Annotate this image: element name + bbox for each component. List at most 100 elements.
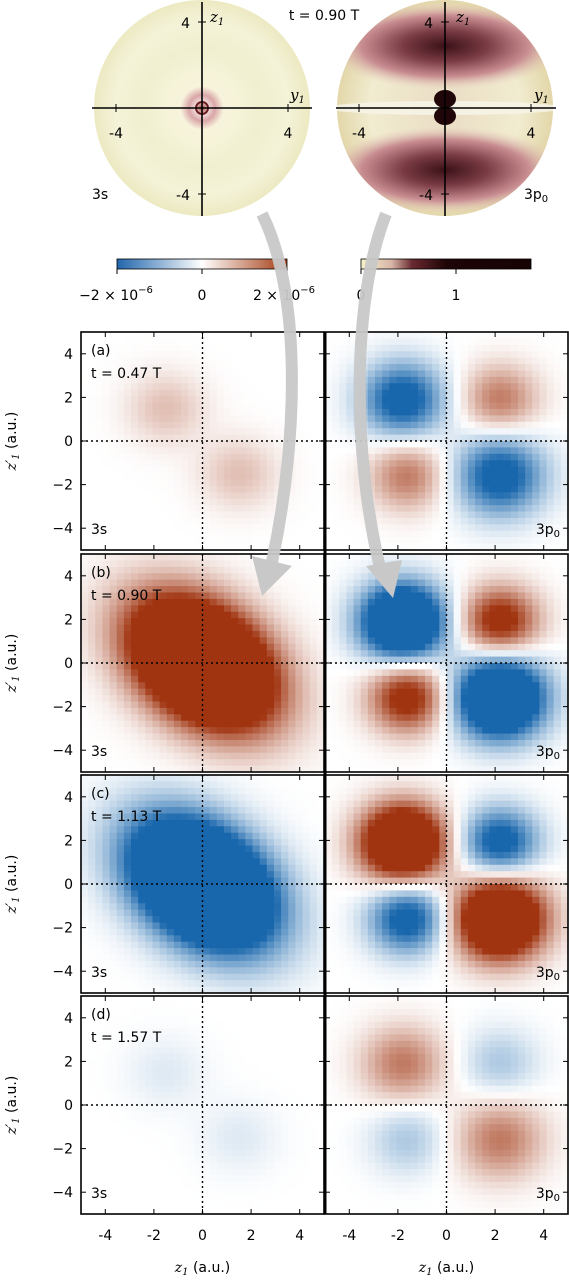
heat-cell [504, 740, 512, 747]
heat-cell [95, 486, 103, 493]
heat-cell [303, 663, 311, 670]
heat-cell [396, 682, 404, 689]
heat-cell [131, 531, 139, 538]
heat-cell [295, 531, 303, 538]
heat-cell [332, 599, 340, 606]
heat-cell [482, 663, 490, 670]
heat-cell [210, 486, 218, 493]
heat-cell [260, 714, 268, 721]
heat-cell [160, 714, 168, 721]
heat-cell [461, 637, 469, 644]
heat-cell [274, 701, 282, 708]
heat-cell [231, 663, 239, 670]
heat-cell [224, 441, 232, 448]
heat-cell [88, 663, 96, 670]
heat-cell [346, 524, 354, 531]
heat-cell [188, 663, 196, 670]
heat-cell [131, 351, 139, 358]
heat-cell [539, 383, 547, 390]
heat-cell [253, 473, 261, 480]
heat-cell [518, 473, 526, 480]
heat-cell [260, 422, 268, 429]
heat-cell [210, 358, 218, 365]
heat-cell [102, 631, 110, 638]
heat-cell [110, 788, 118, 795]
heat-cell [368, 746, 376, 753]
heat-cell [404, 618, 412, 625]
heat-cell [231, 415, 239, 422]
heat-cell [482, 518, 490, 525]
heat-cell [346, 409, 354, 416]
heat-cell [339, 351, 347, 358]
heat-cell [303, 740, 311, 747]
heat-cell [539, 759, 547, 766]
heat-cell [117, 781, 125, 788]
heat-cell [425, 567, 433, 574]
heat-cell [238, 689, 246, 696]
heat-cell [210, 727, 218, 734]
heat-cell [382, 441, 390, 448]
heat-cell [454, 580, 462, 587]
heat-cell [346, 618, 354, 625]
heat-cell [361, 580, 369, 587]
y-tick-label: 0 [64, 434, 73, 450]
heat-cell [145, 537, 153, 544]
heat-cell [181, 537, 189, 544]
heat-cell [389, 721, 397, 728]
heat-cell [217, 554, 225, 561]
heat-cell [368, 586, 376, 593]
heat-cell [181, 734, 189, 741]
heat-cell [468, 338, 476, 345]
heat-cell [295, 560, 303, 567]
heat-cell [310, 467, 318, 474]
heat-cell [547, 403, 555, 410]
heat-cell [461, 338, 469, 345]
heat-cell [167, 409, 175, 416]
heat-cell [174, 734, 182, 741]
heat-cell [88, 403, 96, 410]
heat-cell [253, 358, 261, 365]
heat-cell [332, 505, 340, 512]
heat-cell [425, 351, 433, 358]
heat-cell [117, 505, 125, 512]
heat-cell [138, 567, 146, 574]
heat-cell [303, 734, 311, 741]
heat-cell [482, 473, 490, 480]
heat-cell [267, 512, 275, 519]
heat-cell [382, 454, 390, 461]
heat-cell [461, 554, 469, 561]
heat-cell [253, 631, 261, 638]
heat-cell [152, 631, 160, 638]
heat-cell [124, 390, 132, 397]
heat-cell [145, 531, 153, 538]
heat-cell [404, 441, 412, 448]
heat-cell [332, 586, 340, 593]
heat-cell [231, 573, 239, 580]
heat-cell [102, 447, 110, 454]
heat-cell [117, 833, 125, 840]
heat-cell [310, 492, 318, 499]
heat-cell [411, 605, 419, 612]
heat-cell [88, 916, 96, 923]
heat-cell [145, 345, 153, 352]
heat-cell [117, 409, 125, 416]
heat-cell [117, 663, 125, 670]
heat-cell [167, 631, 175, 638]
heat-cell [375, 345, 383, 352]
heat-cell [554, 351, 562, 358]
heat-cell [461, 531, 469, 538]
heat-cell [110, 708, 118, 715]
heat-cell [504, 721, 512, 728]
heat-cell [188, 586, 196, 593]
heat-cell [418, 631, 426, 638]
heat-cell [382, 338, 390, 345]
heat-cell [124, 916, 132, 923]
heat-cell [396, 422, 404, 429]
heat-cell [102, 871, 110, 878]
heat-cell [81, 942, 89, 949]
heat-cell [482, 612, 490, 619]
heat-cell [332, 454, 340, 461]
heat-cell [489, 753, 497, 760]
heat-cell [195, 473, 203, 480]
heat-cell [253, 637, 261, 644]
